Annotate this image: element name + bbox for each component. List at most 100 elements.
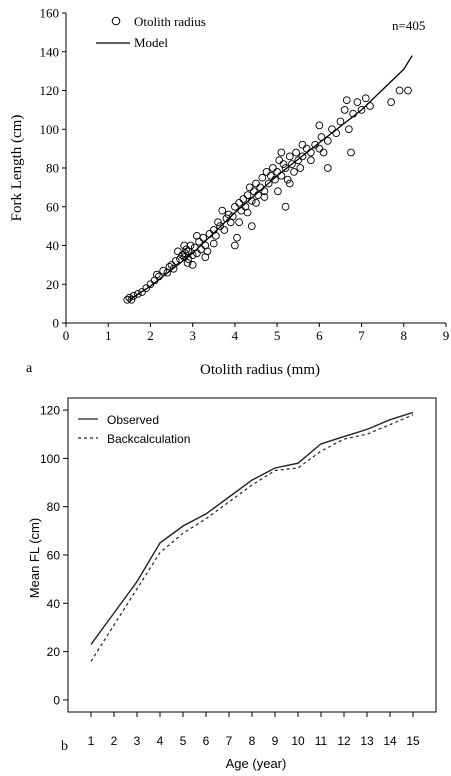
otolith-point [361, 94, 370, 103]
panel-a-y-tick-label: 80 [46, 161, 59, 176]
panel-a-axes [65, 13, 446, 324]
panel-b-ylabel: Mean FL (cm) [27, 518, 42, 598]
panel-b-x-tick-label: 4 [157, 734, 164, 748]
otolith-point [231, 202, 239, 211]
otolith-point [311, 140, 319, 149]
otolith-point [133, 290, 142, 298]
otolith-point [262, 168, 271, 176]
legend-label-otolith: Otolith radius [134, 14, 206, 29]
panel-a-x-tick-label: 9 [443, 328, 450, 343]
panel-a-x-tick-label: 5 [274, 328, 281, 343]
legend-label-model: Model [134, 35, 168, 50]
otolith-point [245, 183, 254, 192]
otolith-point [274, 187, 282, 196]
panel-a-model-line-group [128, 55, 413, 301]
panel-b-lines [90, 411, 414, 662]
otolith-point [281, 202, 290, 211]
panel-b-y-ticks: 0 20 40 60 80 100 120 [40, 404, 68, 707]
panel-b-y-tick-label: 60 [47, 549, 61, 563]
otolith-point [298, 140, 307, 149]
panel-a-x-ticks: 0 1 2 3 4 5 6 7 8 9 [63, 323, 450, 343]
legend-marker-otolith [111, 16, 121, 26]
otolith-point [127, 295, 136, 304]
panel-b-x-tick-label: 12 [337, 734, 351, 748]
otolith-point [228, 212, 237, 221]
panel-a-x-tick-label: 8 [401, 328, 408, 343]
otolith-point [395, 86, 404, 95]
panel-a-x-tick-label: 0 [63, 328, 70, 343]
otolith-point [315, 121, 324, 130]
panel-a-x-tick-label: 4 [232, 328, 239, 343]
otolith-point [186, 241, 195, 250]
otolith-point [345, 125, 353, 134]
panel-b-x-tick-label: 2 [111, 734, 118, 748]
otolith-point [142, 284, 151, 292]
panel-a-xlabel: Otolith radius (mm) [200, 362, 320, 378]
panel-a-x-tick-label: 2 [147, 328, 154, 343]
otolith-point [247, 222, 256, 230]
panel-b-x-tick-label: 1 [88, 734, 95, 748]
otolith-point [129, 292, 138, 300]
panel-b-y-tick-label: 100 [40, 452, 60, 466]
otolith-point [290, 168, 298, 176]
panel-a-x-tick-label: 3 [189, 328, 196, 343]
panel-b-x-ticks: 1 2 3 4 5 6 7 8 9 10 11 12 13 14 15 [88, 712, 420, 748]
otolith-point [258, 173, 267, 182]
panel-a-y-tick-label: 100 [40, 122, 60, 137]
panel-b-x-tick-label: 5 [180, 734, 187, 748]
panel-b-x-tick-label: 15 [406, 734, 420, 748]
otolith-point [252, 199, 260, 207]
otolith-point [250, 187, 258, 196]
otolith-point [277, 148, 286, 157]
panel-b-x-tick-label: 10 [291, 734, 305, 748]
otolith-point [212, 231, 220, 240]
otolith-point [285, 179, 294, 188]
panel-a-x-tick-label: 6 [316, 328, 323, 343]
panel-a-y-tick-label: 60 [46, 199, 59, 214]
otolith-point [336, 117, 345, 126]
otolith-point [243, 191, 252, 199]
panel-a-y-tick-label: 160 [40, 6, 60, 21]
panel-a-y-tick-label: 40 [46, 238, 59, 253]
otolith-point [404, 86, 412, 95]
otolith-point [193, 231, 201, 240]
otolith-point [171, 257, 180, 265]
otolith-point [165, 262, 174, 271]
otolith-point [283, 175, 292, 184]
otolith-point [188, 261, 197, 269]
otolith-point [298, 152, 307, 161]
otolith-point [340, 106, 349, 114]
otolith-point [296, 164, 305, 172]
panel-b-x-tick-label: 9 [272, 734, 279, 748]
panel-a-scatter-points [123, 86, 412, 304]
otolith-point [288, 160, 296, 168]
otolith-point [239, 195, 248, 203]
otolith-point [319, 148, 328, 157]
otolith-point [123, 295, 132, 304]
panel-a-y-tick-label: 140 [40, 44, 60, 59]
panel-a-y-tick-label: 20 [46, 277, 59, 292]
otolith-point [260, 187, 269, 196]
panel-b-x-tick-label: 13 [360, 734, 374, 748]
otolith-point [159, 266, 167, 275]
panel-b-x-tick-label: 14 [383, 734, 397, 748]
panel-a-y-tick-label: 0 [53, 316, 60, 331]
panel-b-y-tick-label: 120 [40, 404, 60, 418]
otolith-point [264, 179, 273, 188]
otolith-point [307, 156, 315, 165]
backcalculation-line [90, 414, 414, 662]
otolith-point [214, 218, 222, 227]
panel-a: 0 1 2 3 4 5 6 7 8 9 0 20 40 60 80 100 120 140 160 Otolith… [9, 6, 449, 379]
otolith-point [231, 241, 239, 250]
panel-b-x-tick-label: 8 [249, 734, 256, 748]
otolith-point [243, 208, 252, 217]
otolith-point [387, 98, 395, 106]
panel-b-x-tick-label: 11 [315, 734, 328, 748]
panel-b-label: b [61, 739, 68, 754]
otolith-point [218, 206, 227, 215]
otolith-point [347, 148, 355, 157]
otolith-point [279, 160, 288, 168]
otolith-point [260, 193, 269, 201]
